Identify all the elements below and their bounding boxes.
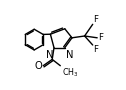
Text: O: O xyxy=(35,61,42,71)
Text: N: N xyxy=(46,50,53,59)
Text: CH$_3$: CH$_3$ xyxy=(62,67,79,79)
Text: F: F xyxy=(93,15,98,24)
Text: N: N xyxy=(66,50,73,59)
Text: F: F xyxy=(98,33,103,42)
Text: F: F xyxy=(93,45,98,54)
